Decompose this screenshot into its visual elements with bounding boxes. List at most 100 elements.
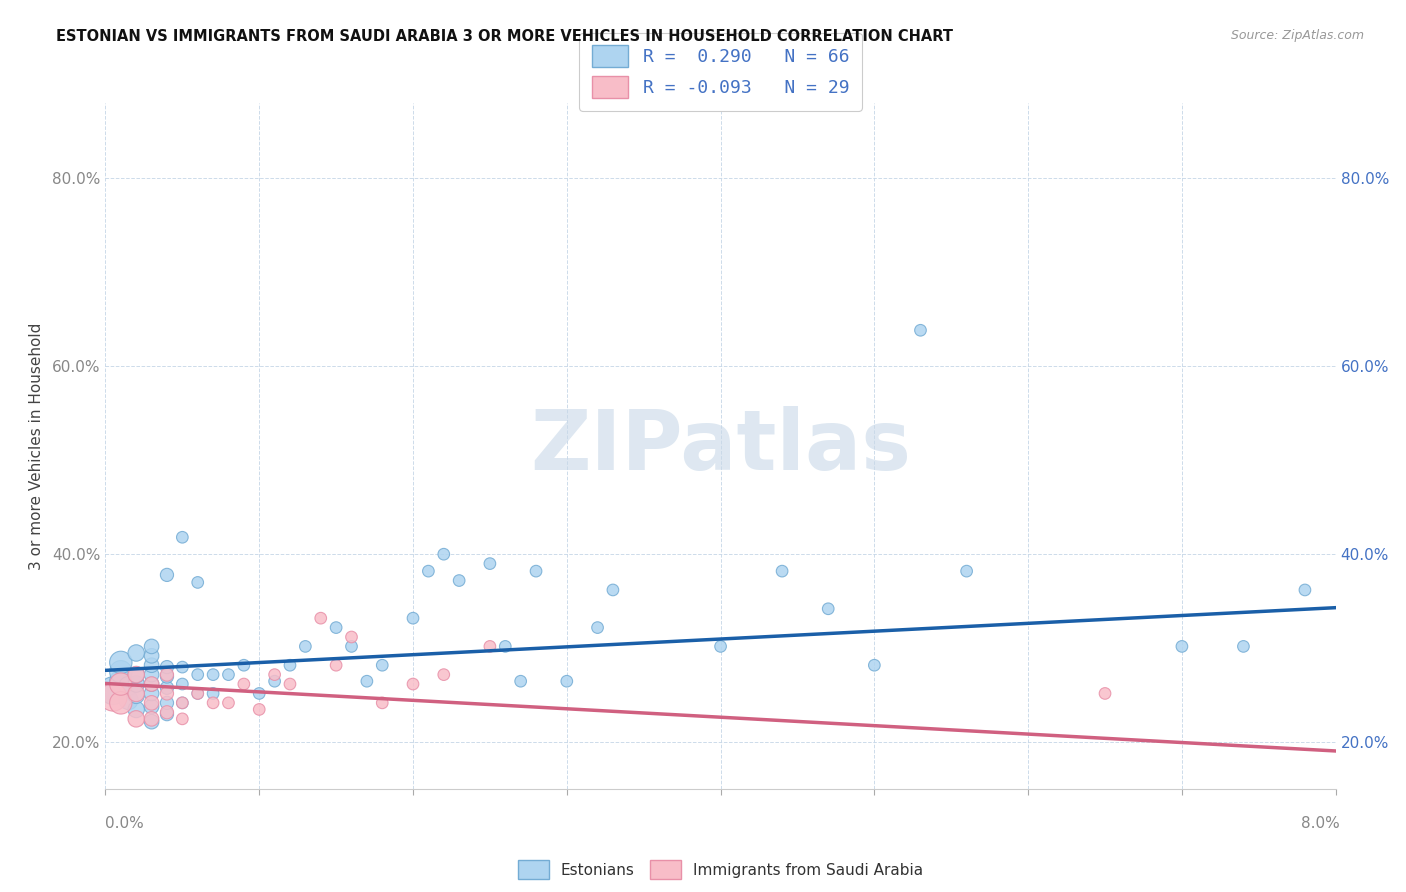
- Point: [125, 702, 148, 716]
- Point: [101, 690, 124, 705]
- Point: [187, 575, 209, 590]
- Point: [247, 702, 270, 716]
- Point: [202, 696, 225, 710]
- Point: [555, 674, 578, 689]
- Point: [110, 674, 132, 689]
- Point: [202, 686, 225, 700]
- Point: [278, 658, 301, 673]
- Point: [141, 696, 163, 710]
- Point: [172, 712, 194, 726]
- Point: [679, 822, 702, 836]
- Point: [172, 660, 194, 674]
- Point: [1294, 582, 1316, 597]
- Point: [740, 822, 762, 836]
- Point: [141, 677, 163, 691]
- Text: ESTONIAN VS IMMIGRANTS FROM SAUDI ARABIA 3 OR MORE VEHICLES IN HOUSEHOLD CORRELA: ESTONIAN VS IMMIGRANTS FROM SAUDI ARABIA…: [56, 29, 953, 44]
- Point: [402, 611, 425, 625]
- Point: [418, 564, 440, 578]
- Point: [1094, 686, 1116, 700]
- Point: [817, 601, 839, 615]
- Point: [141, 714, 163, 729]
- Point: [770, 564, 793, 578]
- Point: [156, 568, 179, 582]
- Point: [586, 621, 609, 635]
- Point: [1232, 640, 1254, 654]
- Point: [187, 667, 209, 681]
- Point: [449, 574, 471, 588]
- Point: [509, 674, 531, 689]
- Point: [494, 640, 516, 654]
- Point: [371, 658, 394, 673]
- Point: [156, 706, 179, 720]
- Point: [433, 667, 456, 681]
- Point: [247, 686, 270, 700]
- Point: [156, 696, 179, 710]
- Point: [125, 667, 148, 681]
- Point: [172, 677, 194, 691]
- Point: [478, 557, 501, 571]
- Point: [263, 667, 285, 681]
- Point: [309, 611, 332, 625]
- Point: [125, 686, 148, 700]
- Text: 8.0%: 8.0%: [1301, 816, 1340, 830]
- Text: 0.0%: 0.0%: [105, 816, 145, 830]
- Point: [172, 530, 194, 544]
- Point: [156, 667, 179, 681]
- Point: [356, 674, 378, 689]
- Point: [187, 686, 209, 700]
- Point: [478, 640, 501, 654]
- Point: [172, 696, 194, 710]
- Text: Source: ZipAtlas.com: Source: ZipAtlas.com: [1230, 29, 1364, 42]
- Point: [232, 658, 254, 673]
- Point: [141, 658, 163, 673]
- Point: [910, 323, 932, 337]
- Legend: Estonians, Immigrants from Saudi Arabia: Estonians, Immigrants from Saudi Arabia: [509, 851, 932, 888]
- Point: [956, 564, 979, 578]
- Point: [278, 677, 301, 691]
- Point: [156, 669, 179, 683]
- Point: [218, 696, 240, 710]
- Point: [141, 667, 163, 681]
- Point: [1171, 640, 1194, 654]
- Point: [125, 667, 148, 681]
- Point: [156, 681, 179, 695]
- Point: [125, 712, 148, 726]
- Point: [156, 686, 179, 700]
- Point: [218, 667, 240, 681]
- Point: [433, 547, 456, 561]
- Point: [602, 582, 624, 597]
- Point: [141, 699, 163, 714]
- Point: [110, 696, 132, 710]
- Point: [710, 640, 733, 654]
- Point: [524, 564, 547, 578]
- Point: [141, 686, 163, 700]
- Point: [125, 646, 148, 660]
- Point: [125, 689, 148, 703]
- Point: [117, 693, 139, 707]
- Point: [141, 648, 163, 663]
- Point: [110, 677, 132, 691]
- Point: [325, 658, 347, 673]
- Point: [340, 630, 363, 644]
- Point: [325, 621, 347, 635]
- Point: [1017, 847, 1039, 861]
- Point: [402, 677, 425, 691]
- Point: [863, 658, 886, 673]
- Point: [125, 677, 148, 691]
- Point: [110, 665, 132, 679]
- Point: [340, 640, 363, 654]
- Text: ZIPatlas: ZIPatlas: [530, 406, 911, 486]
- Y-axis label: 3 or more Vehicles in Household: 3 or more Vehicles in Household: [28, 322, 44, 570]
- Point: [117, 679, 139, 693]
- Point: [1063, 822, 1085, 836]
- Point: [294, 640, 316, 654]
- Point: [263, 674, 285, 689]
- Point: [156, 660, 179, 674]
- Point: [187, 686, 209, 700]
- Point: [172, 696, 194, 710]
- Point: [101, 683, 124, 698]
- Point: [141, 712, 163, 726]
- Point: [371, 696, 394, 710]
- Point: [202, 667, 225, 681]
- Point: [141, 677, 163, 691]
